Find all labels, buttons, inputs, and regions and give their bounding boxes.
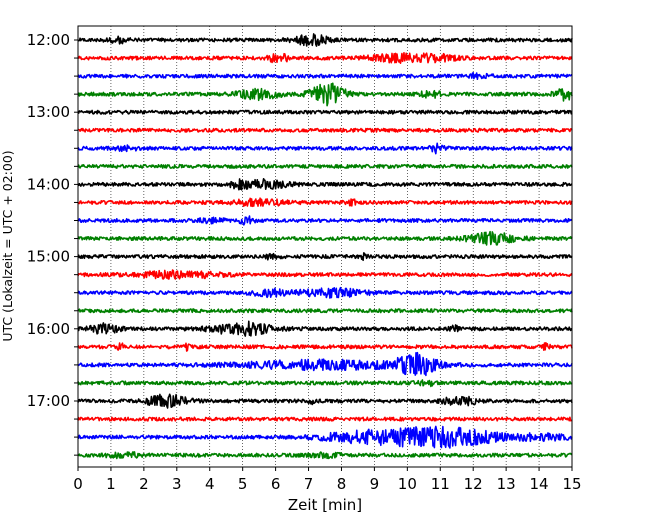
x-tick-label: 10 [398, 475, 417, 493]
y-tick-label: 13:00 [27, 103, 70, 121]
x-tick-label: 11 [431, 475, 450, 493]
trace-1215 [77, 51, 573, 64]
trace-1530 [77, 286, 573, 299]
x-tick-label: 8 [337, 475, 347, 493]
trace-1315 [77, 127, 573, 133]
trace-1445 [77, 230, 573, 246]
trace-1730 [77, 425, 573, 449]
x-tick-label: 1 [106, 475, 116, 493]
trace-1400 [77, 177, 573, 191]
x-tick-label: 3 [172, 475, 182, 493]
x-axis: 0 1 2 3 4 5 6 7 8 9 10 11 12 13 14 15 [73, 467, 582, 493]
trace-1230 [77, 72, 573, 81]
y-axis: 12:00 13:00 14:00 15:00 16:00 17:00 [27, 31, 78, 456]
x-tick-label: 9 [370, 475, 380, 493]
trace-1200 [77, 33, 573, 47]
x-tick-label: 6 [271, 475, 281, 493]
trace-1330 [77, 142, 573, 155]
y-tick-label: 14:00 [27, 175, 70, 193]
y-tick-label: 15:00 [27, 248, 70, 266]
x-tick-label: 5 [238, 475, 248, 493]
x-tick-label: 2 [139, 475, 149, 493]
y-tick-label: 12:00 [27, 31, 70, 49]
trace-1300 [77, 109, 573, 115]
trace-1415 [77, 197, 573, 208]
trace-1745 [77, 451, 573, 460]
trace-layer [77, 33, 573, 460]
y-tick-label: 16:00 [27, 320, 70, 338]
trace-1345 [77, 163, 573, 169]
trace-1545 [77, 308, 573, 314]
x-tick-label: 13 [497, 475, 516, 493]
plot-frame [77, 25, 573, 468]
x-tick-label: 12 [464, 475, 483, 493]
y-tick-label: 17:00 [27, 392, 70, 410]
x-tick-label: 15 [562, 475, 581, 493]
x-tick-label: 7 [304, 475, 314, 493]
x-axis-title: Zeit [min] [288, 496, 362, 514]
x-tick-label: 0 [73, 475, 83, 493]
trace-1615 [77, 342, 573, 352]
x-tick-label: 4 [205, 475, 215, 493]
trace-1500 [77, 252, 573, 262]
trace-1645 [77, 379, 573, 388]
trace-1715 [77, 416, 573, 422]
trace-1430 [77, 215, 573, 226]
trace-1600 [77, 320, 573, 337]
trace-1515 [77, 269, 573, 280]
trace-1700 [77, 393, 573, 409]
x-tick-label: 14 [530, 475, 549, 493]
y-axis-title: UTC (Lokalzeit = UTC + 02:00) [0, 150, 15, 341]
trace-1245 [77, 82, 573, 107]
trace-1630 [77, 351, 573, 377]
